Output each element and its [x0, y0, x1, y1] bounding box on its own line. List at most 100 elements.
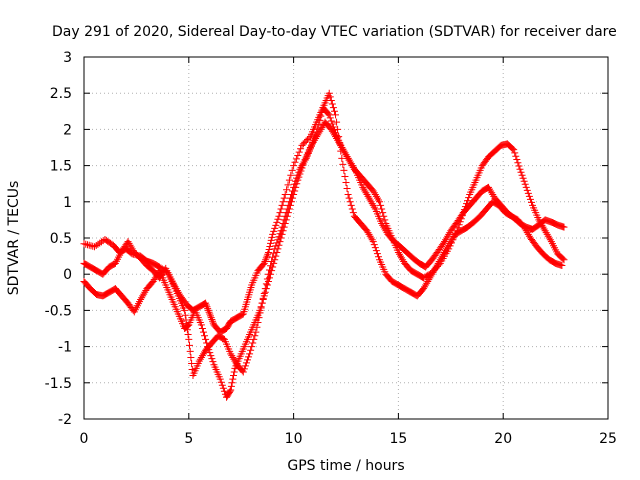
data-point	[434, 259, 442, 267]
y-tick-label: 1	[63, 195, 72, 211]
data-point	[431, 265, 439, 273]
data-point	[543, 230, 551, 238]
data-point	[364, 192, 372, 200]
data-point	[293, 180, 301, 188]
data-point	[290, 191, 298, 199]
data-point	[430, 267, 438, 275]
data-point	[284, 209, 292, 217]
data-point	[239, 368, 247, 376]
data-point	[343, 153, 351, 161]
data-point	[289, 194, 297, 202]
data-point	[442, 247, 450, 255]
data-point	[378, 220, 386, 228]
data-point	[489, 191, 497, 199]
data-point	[522, 183, 530, 191]
data-point	[205, 308, 213, 316]
data-point	[445, 230, 453, 238]
data-point	[428, 270, 436, 278]
data-point	[560, 223, 568, 231]
data-point	[485, 183, 493, 191]
data-point	[515, 162, 523, 170]
y-tick-label: 3	[63, 50, 72, 66]
chart-title: Day 291 of 2020, Sidereal Day-to-day VTE…	[52, 24, 617, 40]
data-point	[181, 311, 189, 319]
data-point	[185, 335, 193, 343]
data-point	[227, 350, 235, 358]
data-point	[364, 229, 372, 237]
data-point	[524, 189, 532, 197]
data-point	[363, 191, 371, 199]
data-point	[437, 254, 445, 262]
data-point	[346, 198, 354, 206]
data-point	[128, 245, 136, 253]
data-point	[326, 114, 334, 122]
data-point	[377, 201, 385, 209]
data-point	[241, 362, 249, 370]
data-point	[277, 205, 285, 213]
data-point	[196, 355, 204, 363]
data-point	[247, 346, 255, 354]
data-point	[258, 299, 266, 307]
data-point	[262, 285, 270, 293]
data-point	[230, 368, 238, 376]
data-point	[546, 236, 554, 244]
data-point	[181, 306, 189, 314]
data-point	[373, 250, 381, 258]
data-point	[373, 194, 381, 202]
data-point	[327, 125, 335, 133]
data-point	[279, 227, 287, 235]
data-point	[519, 174, 527, 182]
data-point	[443, 234, 451, 242]
data-point	[328, 120, 336, 128]
data-point	[243, 356, 251, 364]
data-point	[520, 177, 528, 185]
data-point	[330, 131, 338, 139]
data-point	[280, 194, 288, 202]
data-point	[540, 225, 548, 233]
data-point	[281, 220, 289, 228]
grid	[84, 57, 608, 419]
data-point	[351, 167, 359, 175]
data-point	[268, 267, 276, 275]
data-point	[262, 256, 270, 264]
data-point	[264, 248, 272, 256]
data-point	[267, 270, 275, 278]
series-track-1	[80, 104, 568, 336]
data-point	[327, 96, 335, 104]
data-point	[465, 194, 473, 202]
data-point	[257, 303, 265, 311]
data-point	[198, 352, 206, 360]
data-point	[349, 209, 357, 217]
data-point	[396, 252, 404, 260]
data-point	[264, 250, 272, 258]
data-point	[488, 189, 496, 197]
data-point	[295, 148, 303, 156]
data-point	[197, 353, 205, 361]
x-tick-label: 5	[184, 431, 193, 447]
data-point	[347, 160, 355, 168]
data-point	[486, 185, 494, 193]
data-point	[263, 281, 271, 289]
data-point	[381, 225, 389, 233]
data-point	[274, 215, 282, 223]
data-point	[198, 325, 206, 332]
data-point	[207, 352, 215, 360]
data-point	[205, 346, 213, 354]
data-point	[151, 274, 159, 282]
data-point	[441, 248, 449, 256]
data-point	[292, 183, 300, 191]
data-point	[265, 274, 273, 282]
data-point	[379, 209, 387, 217]
data-point	[558, 262, 566, 270]
data-point	[284, 181, 292, 189]
data-point	[326, 93, 334, 101]
data-point	[324, 110, 332, 118]
data-point	[125, 239, 133, 247]
data-point	[438, 252, 446, 260]
data-point	[443, 245, 451, 253]
data-point	[242, 359, 250, 367]
data-point	[184, 321, 192, 329]
data-point	[349, 163, 357, 171]
data-point	[139, 292, 147, 300]
data-point	[294, 151, 302, 159]
